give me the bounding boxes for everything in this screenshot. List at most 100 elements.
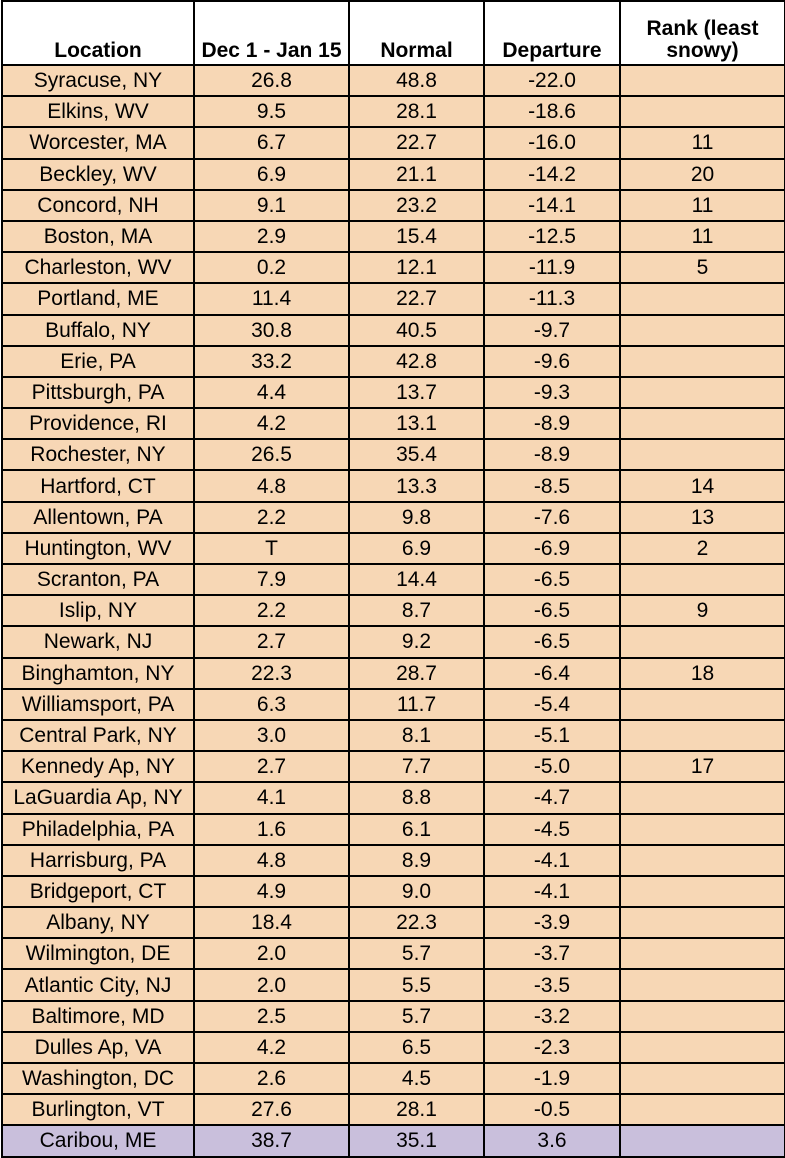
- cell-location: Beckley, WV: [1, 157, 195, 191]
- cell-departure: -0.5: [483, 1093, 621, 1127]
- cell-rank: 11: [619, 219, 785, 254]
- cell-period-value: T: [193, 531, 350, 566]
- cell-location: Rochester, NY: [1, 438, 195, 472]
- cell-rank: [619, 687, 785, 721]
- cell-normal: 9.8: [348, 500, 485, 534]
- table-row: Huntington, WV T 6.9 -6.9 2: [1, 531, 785, 566]
- cell-normal: 6.1: [348, 812, 485, 846]
- cell-location: Binghamton, NY: [1, 656, 195, 690]
- cell-location: Albany, NY: [1, 906, 195, 940]
- cell-departure: -6.5: [483, 562, 621, 597]
- cell-normal: 35.4: [348, 438, 485, 472]
- cell-normal: 6.5: [348, 1030, 485, 1065]
- cell-period-value: 6.3: [193, 687, 350, 721]
- cell-location: Boston, MA: [1, 219, 195, 254]
- cell-departure: -5.0: [483, 750, 621, 784]
- cell-normal: 42.8: [348, 344, 485, 378]
- cell-period-value: 2.2: [193, 500, 350, 534]
- cell-location: Syracuse, NY: [1, 63, 195, 98]
- table-row: Worcester, MA 6.7 22.7 -16.0 11: [1, 126, 785, 160]
- table-row: Portland, ME 11.4 22.7 -11.3: [1, 282, 785, 316]
- cell-normal: 8.7: [348, 594, 485, 628]
- cell-location: Worcester, MA: [1, 126, 195, 160]
- cell-departure: 3.6: [483, 1124, 621, 1158]
- table-row: Harrisburg, PA 4.8 8.9 -4.1: [1, 843, 785, 877]
- cell-normal: 9.2: [348, 625, 485, 659]
- cell-period-value: 33.2: [193, 344, 350, 378]
- cell-normal: 5.7: [348, 999, 485, 1033]
- cell-rank: [619, 407, 785, 441]
- table-row: LaGuardia Ap, NY 4.1 8.8 -4.7: [1, 781, 785, 815]
- cell-location: Allentown, PA: [1, 500, 195, 534]
- table-row: Scranton, PA 7.9 14.4 -6.5: [1, 562, 785, 597]
- cell-departure: -4.1: [483, 874, 621, 909]
- table-row: Philadelphia, PA 1.6 6.1 -4.5: [1, 812, 785, 846]
- header-row: Location Dec 1 - Jan 15 Normal Departure…: [1, 0, 785, 66]
- table-row: Beckley, WV 6.9 21.1 -14.2 20: [1, 157, 785, 191]
- table-row: Syracuse, NY 26.8 48.8 -22.0: [1, 63, 785, 98]
- cell-rank: [619, 313, 785, 347]
- cell-departure: -9.3: [483, 375, 621, 410]
- cell-departure: -5.4: [483, 687, 621, 721]
- cell-normal: 13.3: [348, 469, 485, 503]
- cell-departure: -14.2: [483, 157, 621, 191]
- cell-period-value: 27.6: [193, 1093, 350, 1127]
- cell-period-value: 3.0: [193, 718, 350, 753]
- cell-location: Concord, NH: [1, 188, 195, 222]
- cell-location: LaGuardia Ap, NY: [1, 781, 195, 815]
- cell-normal: 28.1: [348, 1093, 485, 1127]
- table-row: Albany, NY 18.4 22.3 -3.9: [1, 906, 785, 940]
- cell-period-value: 9.1: [193, 188, 350, 222]
- cell-normal: 6.9: [348, 531, 485, 566]
- cell-rank: [619, 968, 785, 1002]
- table-row: Allentown, PA 2.2 9.8 -7.6 13: [1, 500, 785, 534]
- table-row: Elkins, WV 9.5 28.1 -18.6: [1, 95, 785, 129]
- cell-normal: 4.5: [348, 1061, 485, 1096]
- cell-period-value: 2.9: [193, 219, 350, 254]
- cell-normal: 28.7: [348, 656, 485, 690]
- cell-location: Hartford, CT: [1, 469, 195, 503]
- table-row: Washington, DC 2.6 4.5 -1.9: [1, 1061, 785, 1096]
- table-row: Pittsburgh, PA 4.4 13.7 -9.3: [1, 375, 785, 410]
- table-row: Charleston, WV 0.2 12.1 -11.9 5: [1, 251, 785, 285]
- table-row: Boston, MA 2.9 15.4 -12.5 11: [1, 219, 785, 254]
- cell-rank: [619, 63, 785, 98]
- table-row: Islip, NY 2.2 8.7 -6.5 9: [1, 594, 785, 628]
- table-row: Rochester, NY 26.5 35.4 -8.9: [1, 438, 785, 472]
- column-header-normal: Normal: [348, 0, 485, 66]
- cell-departure: -9.7: [483, 313, 621, 347]
- cell-location: Huntington, WV: [1, 531, 195, 566]
- cell-rank: 9: [619, 594, 785, 628]
- cell-location: Elkins, WV: [1, 95, 195, 129]
- table-row: Buffalo, NY 30.8 40.5 -9.7: [1, 313, 785, 347]
- cell-departure: -6.4: [483, 656, 621, 690]
- cell-departure: -8.9: [483, 438, 621, 472]
- cell-rank: [619, 843, 785, 877]
- column-header-rank: Rank (least snowy): [619, 0, 785, 66]
- cell-normal: 13.7: [348, 375, 485, 410]
- cell-period-value: 1.6: [193, 812, 350, 846]
- cell-rank: [619, 625, 785, 659]
- cell-location: Caribou, ME: [1, 1124, 195, 1158]
- cell-period-value: 22.3: [193, 656, 350, 690]
- cell-location: Portland, ME: [1, 282, 195, 316]
- cell-period-value: 4.1: [193, 781, 350, 815]
- cell-period-value: 4.4: [193, 375, 350, 410]
- cell-rank: [619, 95, 785, 129]
- table-row: Williamsport, PA 6.3 11.7 -5.4: [1, 687, 785, 721]
- cell-departure: -7.6: [483, 500, 621, 534]
- cell-period-value: 4.8: [193, 843, 350, 877]
- cell-rank: 11: [619, 126, 785, 160]
- cell-normal: 14.4: [348, 562, 485, 597]
- cell-rank: 2: [619, 531, 785, 566]
- cell-normal: 8.8: [348, 781, 485, 815]
- cell-rank: [619, 812, 785, 846]
- cell-departure: -8.9: [483, 407, 621, 441]
- cell-period-value: 26.8: [193, 63, 350, 98]
- cell-normal: 35.1: [348, 1124, 485, 1158]
- cell-period-value: 4.2: [193, 407, 350, 441]
- cell-location: Newark, NJ: [1, 625, 195, 659]
- column-header-departure: Departure: [483, 0, 621, 66]
- cell-period-value: 9.5: [193, 95, 350, 129]
- cell-normal: 13.1: [348, 407, 485, 441]
